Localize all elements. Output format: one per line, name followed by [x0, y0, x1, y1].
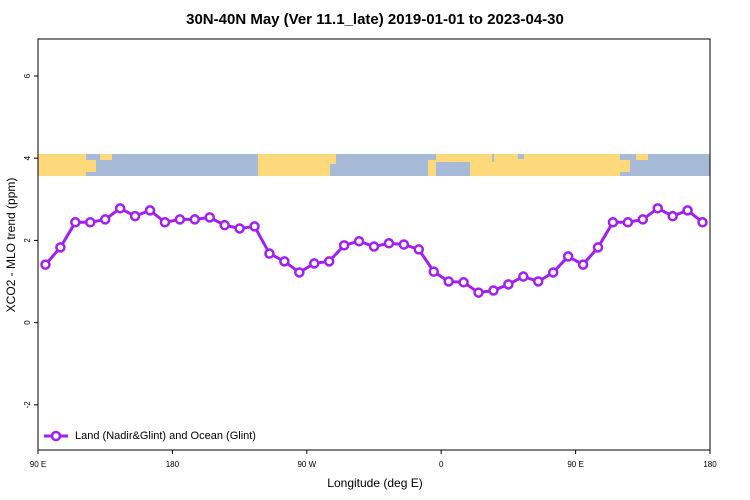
- series-point: [294, 267, 305, 278]
- series-point: [383, 238, 395, 249]
- series-point: [413, 244, 425, 255]
- series-point: [533, 276, 544, 287]
- series-point: [129, 210, 141, 222]
- series-point: [338, 240, 350, 251]
- series-point: [547, 267, 559, 278]
- series-point: [637, 214, 649, 225]
- series-point: [55, 242, 66, 253]
- x-tick-label: 90 E: [567, 460, 583, 469]
- series-point: [592, 242, 604, 253]
- series-point: [682, 205, 693, 216]
- series-point: [652, 203, 663, 214]
- series-point: [443, 276, 454, 287]
- series-point: [204, 212, 215, 223]
- y-tick-label: 6: [23, 73, 32, 78]
- series-point: [99, 214, 111, 225]
- series-point: [503, 279, 514, 290]
- chart-title: 30N-40N May (Ver 11.1_late) 2019-01-01 t…: [186, 11, 564, 28]
- series-point: [70, 217, 81, 228]
- x-axis-label: Longitude (deg E): [327, 476, 422, 490]
- series-point: [40, 259, 51, 270]
- series-point: [174, 214, 186, 225]
- series-point: [189, 214, 201, 225]
- x-tick-label: 90 E: [30, 460, 46, 469]
- series-point: [219, 219, 230, 231]
- series-point: [562, 251, 574, 262]
- x-tick-label: 180: [703, 460, 717, 469]
- series-point: [607, 217, 619, 228]
- series-point: [249, 221, 260, 232]
- series-point: [114, 203, 126, 214]
- x-tick-label: 180: [166, 460, 180, 469]
- series-point: [309, 258, 320, 269]
- y-tick-label: -2: [23, 401, 32, 409]
- series-point: [323, 256, 335, 267]
- series-point: [428, 266, 439, 277]
- x-tick-label: 90 W: [297, 460, 316, 469]
- series-point: [488, 285, 499, 296]
- series-point: [622, 217, 634, 228]
- series-point: [697, 217, 708, 228]
- plot-frame: [37, 38, 711, 451]
- legend-marker: [50, 430, 62, 442]
- series-point: [159, 217, 171, 228]
- series-point: [577, 259, 589, 270]
- legend-label: Land (Nadir&Glint) and Ocean (Glint): [75, 430, 256, 442]
- y-tick-label: 4: [23, 155, 32, 160]
- y-tick-label: 2: [23, 238, 32, 243]
- y-tick-label: 0: [23, 320, 32, 325]
- series-point: [85, 217, 96, 228]
- series-point: [234, 223, 245, 234]
- series-point: [368, 241, 380, 252]
- series-point: [518, 271, 529, 282]
- map-strip: [38, 154, 710, 176]
- series-point: [144, 205, 156, 216]
- series-point: [264, 248, 275, 259]
- series-point: [279, 256, 290, 267]
- series-point: [667, 210, 678, 222]
- y-axis-label: XCO2 - MLO trend (ppm): [4, 178, 18, 313]
- x-tick-label: 0: [439, 460, 444, 469]
- series-point: [398, 239, 410, 250]
- series-point: [458, 277, 469, 288]
- series-point: [353, 235, 365, 247]
- series-point: [473, 287, 484, 298]
